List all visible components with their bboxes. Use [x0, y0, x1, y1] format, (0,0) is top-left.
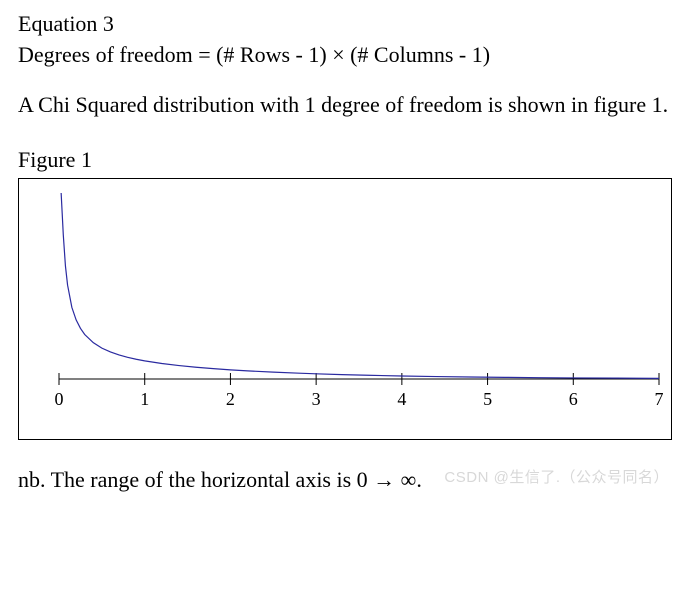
svg-text:3: 3 — [312, 389, 321, 409]
description-text: A Chi Squared distribution with 1 degree… — [18, 91, 673, 120]
equation-formula: Degrees of freedom = (# Rows - 1) × (# C… — [18, 41, 673, 70]
svg-text:7: 7 — [655, 389, 664, 409]
svg-text:1: 1 — [140, 389, 149, 409]
svg-text:4: 4 — [397, 389, 406, 409]
svg-text:5: 5 — [483, 389, 492, 409]
watermark-text: CSDN @生信了.（公众号同名） — [444, 468, 669, 488]
figure-1-chart: 0 1 2 3 4 5 6 7 — [18, 178, 672, 440]
equation-label: Equation 3 — [18, 10, 673, 39]
chi-squared-curve: 0 1 2 3 4 5 6 7 — [19, 179, 671, 439]
footer-note: nb. The range of the horizontal axis is … — [18, 467, 422, 492]
svg-text:0: 0 — [55, 389, 64, 409]
figure-label: Figure 1 — [18, 146, 673, 175]
svg-text:6: 6 — [569, 389, 578, 409]
svg-text:2: 2 — [226, 389, 235, 409]
